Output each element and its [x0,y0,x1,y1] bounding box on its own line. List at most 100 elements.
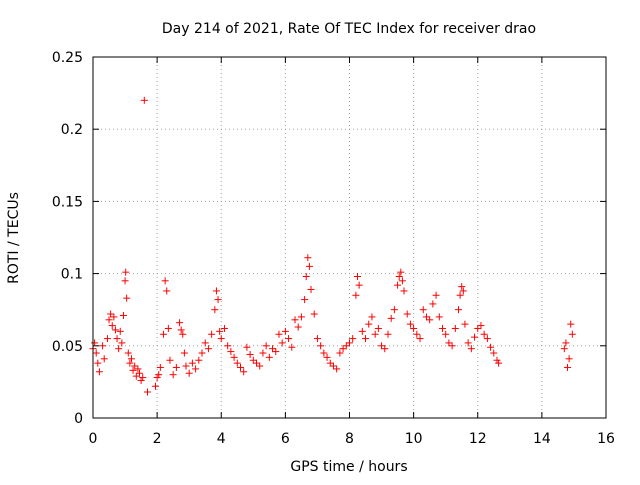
data-point [336,349,344,357]
data-point [291,316,299,324]
data-point [464,339,472,347]
data-point [568,330,576,338]
data-point [201,339,209,347]
data-point [256,362,264,370]
data-point [416,335,424,343]
data-point [105,316,113,324]
data-point [365,320,373,328]
data-point [269,345,277,353]
chart-title: Day 214 of 2021, Rate Of TEC Index for r… [162,21,536,37]
data-point [208,330,216,338]
data-point [243,343,251,351]
data-point [134,365,142,373]
data-point [99,342,107,350]
x-tick-label: 16 [597,431,615,447]
data-point [339,345,347,353]
data-point [246,350,254,358]
data-point [467,345,475,353]
data-point [224,342,232,350]
data-point [179,330,187,338]
data-point [456,291,464,299]
data-point [301,296,309,304]
data-point [307,285,315,293]
data-point [395,272,403,280]
x-tick-label: 6 [281,431,290,447]
data-point [294,323,302,331]
data-point [362,335,370,343]
data-points [89,96,576,396]
data-point [426,316,434,324]
data-point [164,324,172,332]
data-point [565,355,573,363]
data-point [182,362,190,370]
data-point [156,363,164,371]
data-point [313,335,321,343]
data-point [129,366,137,374]
data-point [403,310,411,318]
data-point [410,324,418,332]
data-point [272,348,280,356]
data-point [354,272,362,280]
x-tick-label: 10 [405,431,423,447]
data-point [123,294,131,302]
data-point [216,327,224,335]
data-point [560,345,568,353]
data-point [115,345,123,353]
data-point [103,335,111,343]
data-point [233,359,241,367]
data-point [166,356,174,364]
data-point [169,371,177,379]
data-point [442,330,450,338]
data-point [236,363,244,371]
data-point [160,330,168,338]
data-point [265,353,273,361]
data-point [249,356,257,364]
data-point [122,268,130,276]
x-tick-label: 8 [345,431,354,447]
data-point [100,355,108,363]
data-point [139,374,147,382]
data-point [110,313,118,321]
data-point [176,319,184,327]
data-point [192,365,200,373]
data-point [137,376,145,384]
data-point [288,343,296,351]
data-point [461,320,469,328]
data-point [281,327,289,335]
data-point [317,342,325,350]
data-point [297,313,305,321]
y-tick-label: 0.1 [61,267,83,283]
data-point [95,368,103,376]
data-point [305,262,313,270]
data-point [304,254,312,262]
data-point [390,306,398,314]
data-point [285,335,293,343]
data-point [172,363,180,371]
data-point [429,300,437,308]
data-point [108,322,116,330]
data-point [371,330,379,338]
data-point [116,327,124,335]
data-point [413,330,421,338]
data-point [342,342,350,350]
data-point [432,291,440,299]
data-point [214,296,222,304]
data-point [163,287,171,295]
data-point [262,342,270,350]
data-point [448,342,456,350]
data-point [132,372,140,380]
data-point [92,349,100,357]
data-point [471,333,479,341]
data-point [567,320,575,328]
data-point [180,349,188,357]
data-point [490,349,498,357]
data-point [455,306,463,314]
data-point [368,313,376,321]
data-point [195,356,203,364]
data-point [381,345,389,353]
data-point [161,277,169,285]
data-point [126,359,134,367]
data-point [127,355,135,363]
data-point [474,324,482,332]
